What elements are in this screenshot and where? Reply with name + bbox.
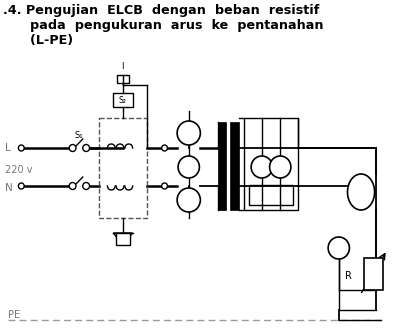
- Text: 220 v: 220 v: [5, 165, 32, 175]
- Text: V₁: V₁: [184, 163, 193, 171]
- Circle shape: [83, 145, 90, 152]
- Circle shape: [178, 156, 199, 178]
- Circle shape: [69, 182, 76, 189]
- Bar: [117, 75, 129, 83]
- Text: S₂: S₂: [119, 96, 127, 105]
- Text: (L-PE): (L-PE): [3, 34, 73, 47]
- Text: PE: PE: [8, 310, 20, 320]
- Circle shape: [251, 156, 272, 178]
- Text: V₂: V₂: [257, 163, 266, 171]
- Circle shape: [69, 145, 76, 152]
- Text: A₃: A₃: [356, 187, 366, 197]
- FancyArrow shape: [116, 233, 130, 245]
- Circle shape: [18, 145, 24, 151]
- Circle shape: [177, 188, 200, 212]
- Bar: [99, 118, 147, 218]
- Text: N: N: [5, 183, 12, 193]
- Circle shape: [18, 183, 24, 189]
- Bar: [364, 258, 383, 290]
- Text: A₂: A₂: [184, 195, 193, 204]
- Circle shape: [270, 156, 291, 178]
- Bar: [244, 118, 298, 210]
- Circle shape: [83, 182, 90, 189]
- Text: L: L: [5, 143, 10, 153]
- Text: R: R: [345, 271, 352, 281]
- Text: pada  pengukuran  arus  ke  pentanahan: pada pengukuran arus ke pentanahan: [3, 19, 324, 32]
- Bar: [230, 122, 239, 210]
- Circle shape: [177, 121, 200, 145]
- Bar: [249, 185, 293, 205]
- Circle shape: [162, 145, 168, 151]
- Polygon shape: [113, 233, 133, 245]
- Ellipse shape: [348, 174, 374, 210]
- Circle shape: [162, 183, 168, 189]
- Text: S₁: S₁: [74, 131, 83, 140]
- Text: I: I: [121, 62, 123, 71]
- Text: V₃: V₃: [334, 243, 343, 253]
- Bar: [218, 122, 226, 210]
- Text: .4. Pengujian  ELCB  dengan  beban  resistif: .4. Pengujian ELCB dengan beban resistif: [3, 4, 319, 17]
- Text: A₁: A₁: [184, 129, 193, 138]
- Circle shape: [328, 237, 350, 259]
- Bar: [113, 93, 133, 107]
